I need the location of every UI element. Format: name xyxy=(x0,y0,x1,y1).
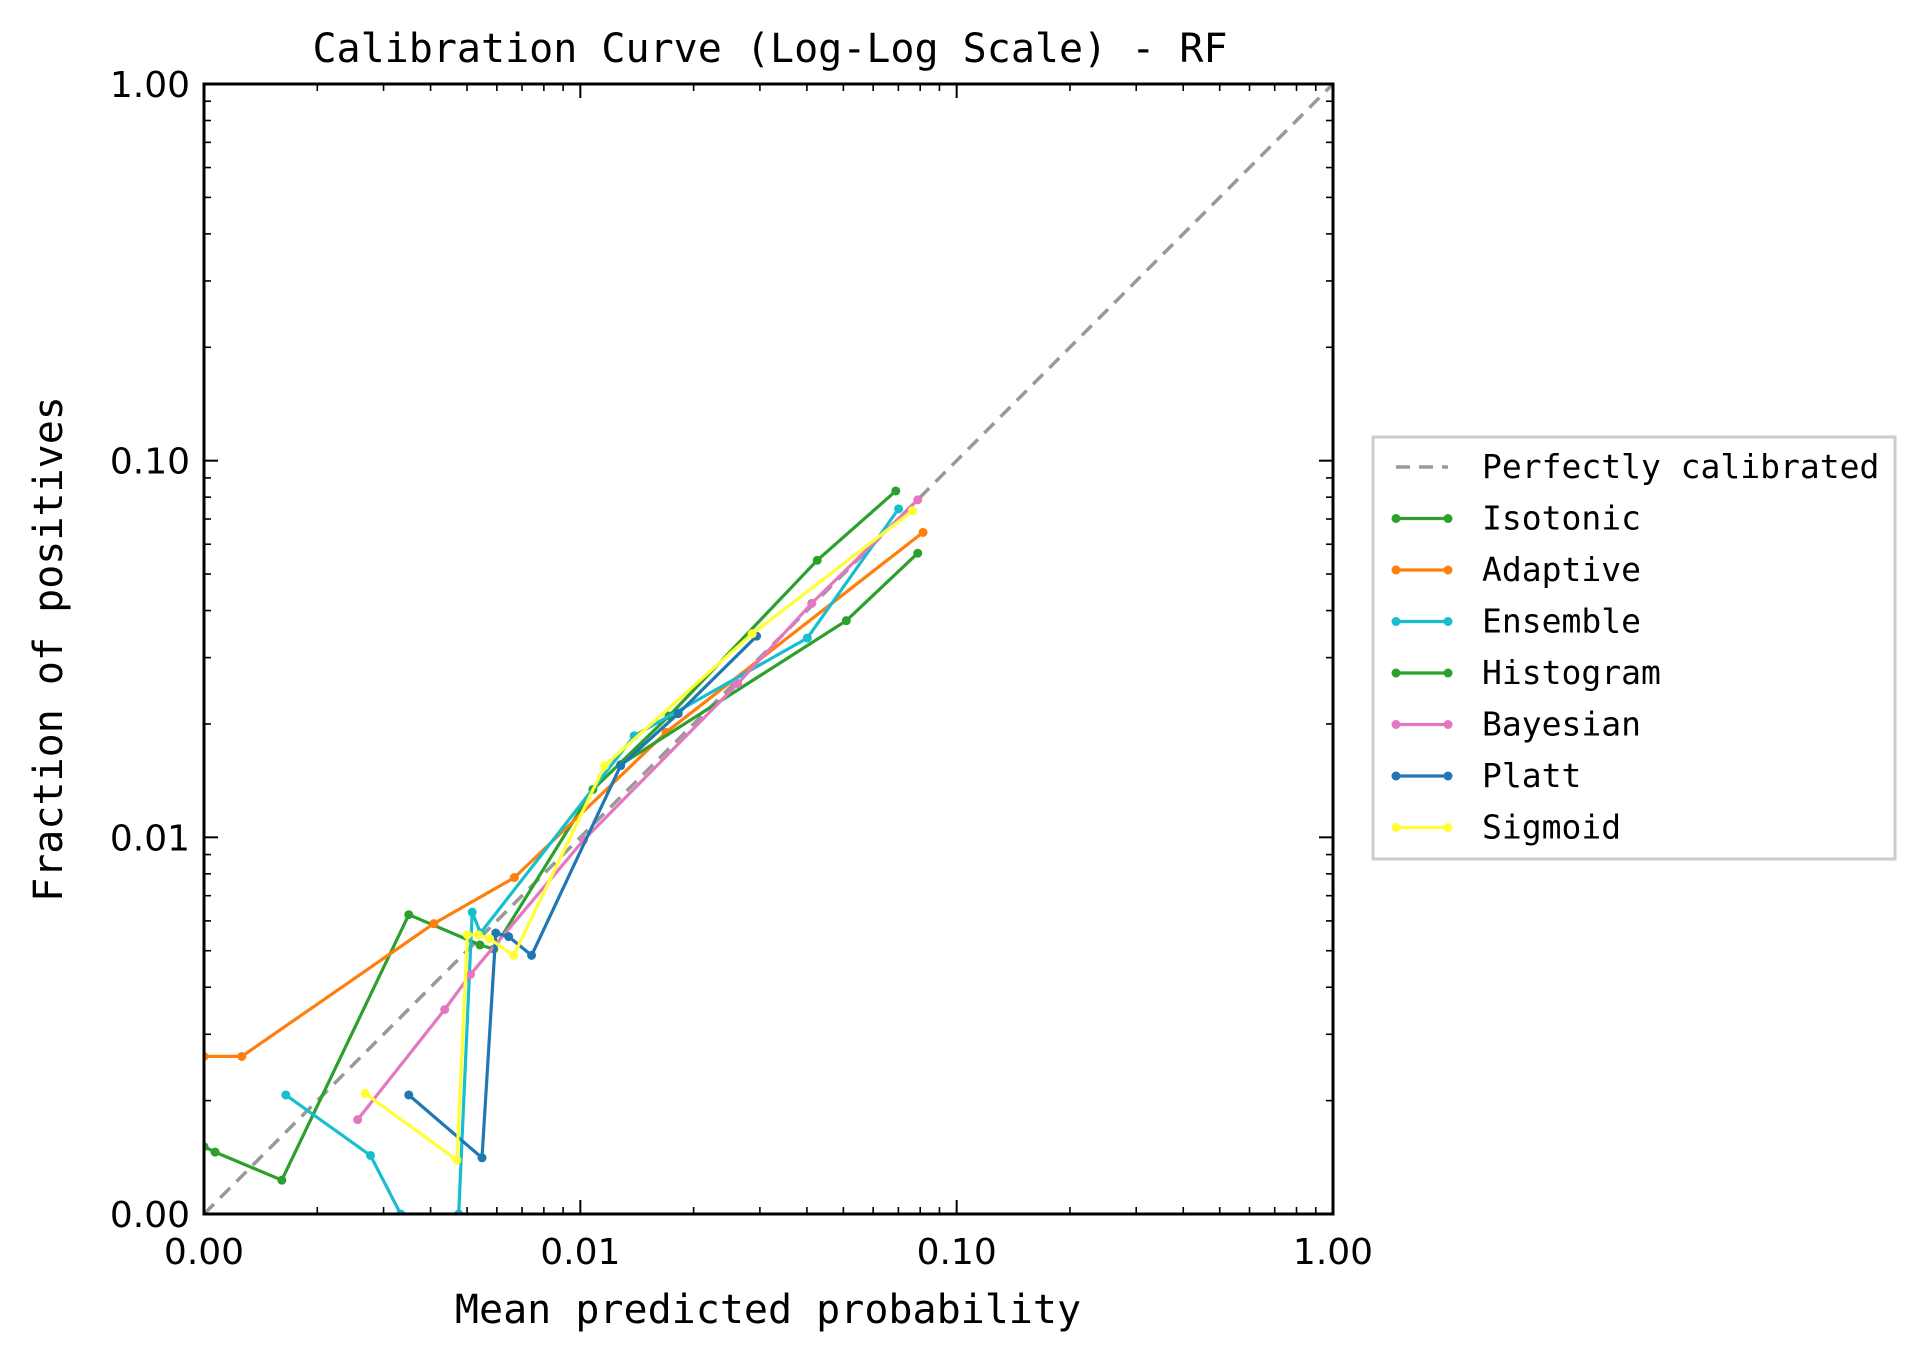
legend-label-platt: Platt xyxy=(1482,756,1581,795)
perfectly-calibrated-line xyxy=(204,84,1333,1214)
y-axis-label: Fraction of positives xyxy=(26,396,72,902)
series-line-adaptive xyxy=(204,531,924,1059)
legend-box xyxy=(1371,435,1897,861)
series-point-bayesian xyxy=(353,1115,363,1125)
legend-label-bayesian: Bayesian xyxy=(1482,705,1641,744)
legend-marker-sigmoid xyxy=(1391,823,1401,832)
legend-marker-isotonic xyxy=(1391,514,1401,523)
legend-marker-adaptive xyxy=(1443,565,1453,575)
y-tick-label: 0.01 xyxy=(110,818,190,859)
series-point-ensemble xyxy=(366,1150,376,1160)
series-point-isotonic xyxy=(891,486,901,496)
x-tick-label: 0.00 xyxy=(164,1232,244,1273)
series-line-platt xyxy=(407,635,758,1160)
series-point-bayesian xyxy=(466,969,476,979)
series-point-sigmoid xyxy=(452,1155,462,1165)
y-tick-label: 0.10 xyxy=(110,442,190,483)
legend-marker-ensemble xyxy=(1443,617,1453,626)
series-point-sigmoid xyxy=(473,930,483,940)
series-point-ensemble xyxy=(281,1090,291,1100)
x-tick-label: 0.10 xyxy=(917,1232,997,1273)
legend-marker-histogram xyxy=(1443,668,1453,678)
series-point-histogram xyxy=(841,616,851,626)
legend-label-isotonic: Isotonic xyxy=(1482,499,1641,538)
y-tick-label: 0.00 xyxy=(110,1195,190,1236)
series-point-isotonic xyxy=(210,1147,220,1157)
series-point-bayesian xyxy=(440,1005,450,1015)
x-axis-label: Mean predicted probability xyxy=(455,1287,1081,1333)
legend-marker-bayesian xyxy=(1391,720,1401,729)
legend: Perfectly calibrated Isotonic Adaptive Ense… xyxy=(1371,435,1897,861)
series-point-adaptive xyxy=(509,873,519,883)
series-point-isotonic xyxy=(812,555,822,565)
series-point-bayesian xyxy=(733,679,743,689)
series-layer xyxy=(204,84,1333,1214)
legend-marker-platt xyxy=(1391,771,1401,781)
series-point-platt xyxy=(404,1090,414,1100)
legend-label-histogram: Histogram xyxy=(1482,653,1661,692)
series-line-isotonic xyxy=(204,489,897,1182)
legend-marker-bayesian xyxy=(1443,720,1453,729)
legend-label-ensemble: Ensemble xyxy=(1482,602,1641,641)
legend-marker-adaptive xyxy=(1391,565,1401,575)
series-point-ensemble xyxy=(894,504,904,514)
series-point-sigmoid xyxy=(509,950,519,960)
legend-marker-sigmoid xyxy=(1443,823,1453,832)
series-point-histogram xyxy=(913,548,923,558)
series-point-sigmoid xyxy=(907,506,917,516)
series-point-platt xyxy=(673,709,683,719)
series-point-sigmoid xyxy=(600,761,610,771)
series-point-platt xyxy=(491,928,501,938)
series-point-isotonic xyxy=(404,910,414,920)
x-tick-label: 0.01 xyxy=(540,1232,620,1273)
series-point-sigmoid xyxy=(462,930,472,940)
series-point-sigmoid xyxy=(360,1088,370,1098)
series-point-isotonic xyxy=(475,940,485,950)
legend-marker-histogram xyxy=(1391,668,1401,678)
series-point-platt xyxy=(616,761,626,771)
x-tick-label: 1.00 xyxy=(1293,1232,1373,1273)
series-point-isotonic xyxy=(277,1175,287,1185)
series-point-platt xyxy=(527,950,537,960)
tick-labels: 0.00 0.01 0.10 1.00 0.00 0.01 0.10 1.00 xyxy=(110,65,1373,1273)
series-point-bayesian xyxy=(807,598,817,608)
plot-frame xyxy=(202,82,1335,1216)
legend-label-perfectly-calibrated: Perfectly calibrated xyxy=(1482,447,1879,486)
series-line-ensemble xyxy=(284,507,900,1214)
series-point-adaptive xyxy=(918,527,928,537)
series-point-ensemble xyxy=(467,907,477,917)
series-point-ensemble xyxy=(802,633,812,643)
series-point-platt xyxy=(504,932,514,942)
legend-marker-platt xyxy=(1443,771,1453,781)
legend-label-adaptive: Adaptive xyxy=(1482,550,1641,589)
series-point-sigmoid xyxy=(747,629,757,639)
y-tick-label: 1.00 xyxy=(110,65,190,106)
series-point-sigmoid xyxy=(485,934,495,944)
series-point-bayesian xyxy=(913,495,923,505)
legend-marker-ensemble xyxy=(1391,617,1401,626)
series-line-bayesian xyxy=(356,498,919,1121)
series-point-platt xyxy=(477,1153,487,1163)
legend-marker-isotonic xyxy=(1443,514,1453,523)
chart-title: Calibration Curve (Log-Log Scale) - RF xyxy=(312,26,1227,72)
series-line-sigmoid xyxy=(364,509,914,1162)
legend-label-sigmoid: Sigmoid xyxy=(1482,808,1621,847)
series-point-adaptive xyxy=(429,919,439,929)
series-point-adaptive xyxy=(237,1051,247,1061)
